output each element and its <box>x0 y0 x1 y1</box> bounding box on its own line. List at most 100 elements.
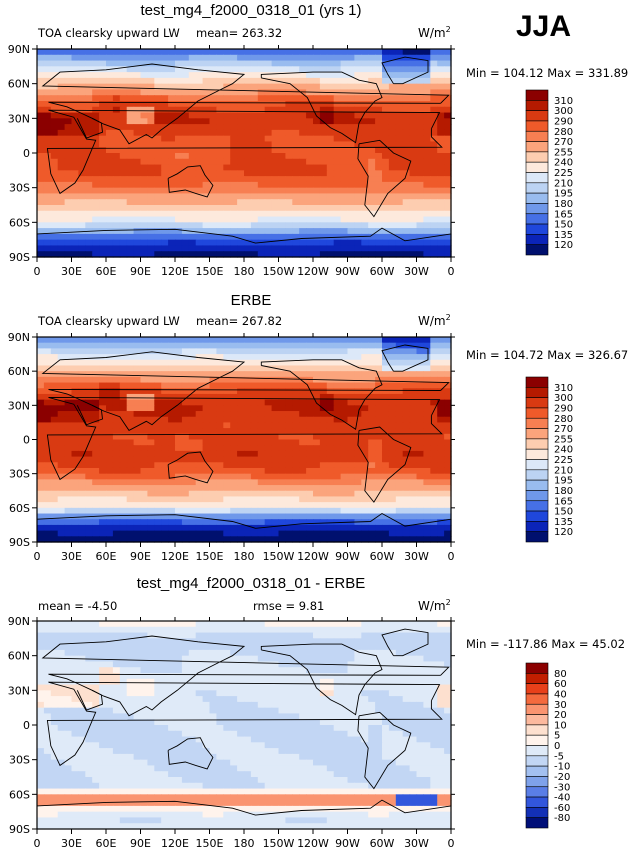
map-cell <box>306 66 314 73</box>
map-cell <box>423 399 431 406</box>
map-cell <box>444 101 452 108</box>
map-cell <box>230 89 238 96</box>
map-cell <box>188 187 197 195</box>
map-cell <box>382 462 390 469</box>
map-cell <box>202 655 211 663</box>
map-cell <box>140 359 148 367</box>
map-cell <box>333 485 342 492</box>
map-cell <box>71 135 79 143</box>
map-cell <box>299 621 307 628</box>
map-cell <box>119 371 128 378</box>
map-cell <box>106 422 114 429</box>
map-cell <box>444 524 452 532</box>
map-cell <box>168 158 176 166</box>
map-cell <box>313 251 321 258</box>
map-cell <box>423 66 431 73</box>
colorbar-label: 210 <box>554 465 573 476</box>
map-cell <box>313 445 321 452</box>
map-cell <box>133 342 142 349</box>
map-cell <box>223 422 231 429</box>
map-cell <box>395 382 404 389</box>
map-cell <box>340 450 349 458</box>
map-cell <box>292 337 300 344</box>
map-cell <box>375 170 383 177</box>
map-cell <box>43 416 52 424</box>
map-cell <box>388 490 397 498</box>
map-cell <box>250 445 259 452</box>
map-cell <box>326 638 335 645</box>
map-cell <box>257 638 266 645</box>
map-cell <box>161 49 169 56</box>
map-cell <box>168 222 176 229</box>
map-cell <box>244 239 252 247</box>
map-cell <box>250 519 259 526</box>
colorbar-label: 310 <box>554 96 573 107</box>
map-cell <box>92 456 100 463</box>
map-cell <box>444 112 452 119</box>
map-cell <box>257 439 266 446</box>
map-cell <box>202 54 211 62</box>
map-cell <box>209 422 217 429</box>
map-cell <box>71 433 79 441</box>
map-cell <box>147 638 155 645</box>
map-cell <box>161 141 169 148</box>
map-cell <box>223 354 231 361</box>
map-cell <box>416 638 424 645</box>
map-cell <box>326 519 335 526</box>
map-cell <box>278 632 286 639</box>
map-cell <box>106 245 114 252</box>
map-cell <box>313 365 321 372</box>
map-cell <box>57 342 66 349</box>
map-cell <box>257 228 266 235</box>
map-cell <box>175 222 183 229</box>
map-cell <box>326 54 335 62</box>
map-cell <box>340 411 349 418</box>
map-cell <box>50 83 59 91</box>
map-cell <box>202 222 211 229</box>
map-cell <box>382 507 390 515</box>
map-cell <box>444 507 452 515</box>
map-cell <box>354 141 362 148</box>
map-cell <box>313 519 321 526</box>
map-cell <box>313 216 321 223</box>
map-cell <box>285 661 293 668</box>
map-cell <box>126 233 135 241</box>
map-cell <box>195 101 204 108</box>
map-cell <box>361 118 369 125</box>
map-cell <box>423 239 431 247</box>
map-cell <box>154 502 162 509</box>
map-cell <box>306 118 314 125</box>
map-cell <box>188 416 197 424</box>
map-cell <box>161 382 169 389</box>
map-cell <box>444 153 452 160</box>
map-cell <box>216 77 224 85</box>
map-cell <box>333 621 342 628</box>
map-cell <box>126 251 135 258</box>
map-cell <box>375 359 383 367</box>
map-cell <box>195 54 204 62</box>
map-cell <box>188 101 197 108</box>
map-cell <box>347 141 355 148</box>
map-cell <box>216 422 224 429</box>
map-cell <box>230 251 238 258</box>
map-cell <box>119 661 128 668</box>
map-cell <box>209 450 217 458</box>
map-cell <box>99 649 107 657</box>
map-cell <box>278 530 286 537</box>
map-cell <box>209 89 217 96</box>
map-cell <box>230 60 238 67</box>
map-cell <box>299 502 307 509</box>
map-cell <box>188 479 197 486</box>
map-cell <box>292 450 300 458</box>
colorbar-swatch <box>525 141 549 153</box>
map-cell <box>37 60 45 67</box>
map-cell <box>223 193 231 200</box>
map-cell <box>119 456 128 463</box>
map-cell <box>388 101 397 108</box>
map-cell <box>347 60 355 67</box>
map-cell <box>92 388 100 395</box>
map-cell <box>430 485 438 492</box>
map-cell <box>168 399 176 406</box>
map-cell <box>147 158 155 166</box>
map-cell <box>244 251 252 258</box>
